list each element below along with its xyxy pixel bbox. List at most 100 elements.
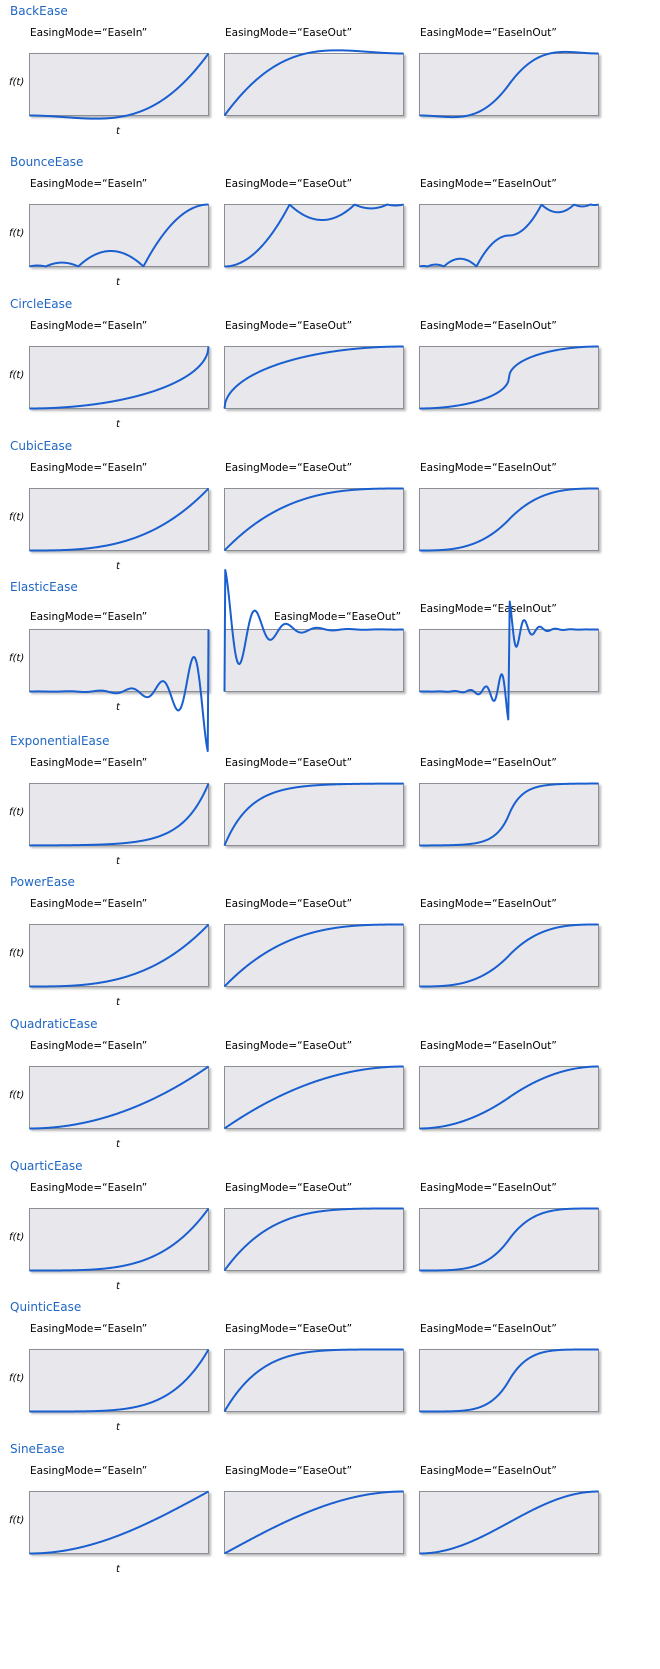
easing-plot-panel	[223, 1065, 404, 1130]
easing-plot-panel	[223, 345, 404, 409]
easing-plot-panel	[29, 52, 210, 120]
easing-plot-panel	[419, 1490, 599, 1555]
easing-curve-line	[223, 1207, 404, 1272]
easing-plot-panel	[419, 203, 599, 268]
easing-section-elasticease: ElasticEase f(t) t EasingMode=“EaseIn” Easin…	[0, 568, 660, 753]
easing-curve-line	[419, 50, 599, 119]
easing-mode-label: EasingMode=“EaseIn”	[30, 462, 148, 474]
section-title: QuinticEase	[10, 1300, 82, 1314]
plot-svg	[419, 782, 599, 847]
easing-curve-line	[419, 487, 599, 552]
easing-curve-line	[29, 923, 210, 988]
easing-mode-label: EasingMode=“EaseIn”	[30, 611, 148, 623]
easing-curve-line	[223, 487, 404, 552]
plot-background	[224, 204, 404, 267]
plot-background	[224, 1349, 404, 1412]
easing-mode-label: EasingMode=“EaseOut”	[274, 611, 402, 623]
plot-svg	[419, 923, 599, 988]
easing-plot-panel	[419, 345, 599, 410]
easing-curve-line	[29, 629, 210, 753]
easing-curve-line	[223, 782, 404, 846]
easing-curve-line	[29, 1207, 210, 1272]
plot-svg	[419, 1065, 599, 1130]
y-axis-label: f(t)	[9, 1090, 25, 1101]
plot-svg	[29, 1490, 209, 1555]
y-axis-label: f(t)	[9, 77, 25, 88]
plot-background	[29, 783, 209, 846]
plot-svg	[223, 49, 404, 117]
plot-background	[224, 1066, 404, 1129]
easing-curve-line	[29, 52, 210, 120]
easing-mode-label: EasingMode=“EaseOut”	[225, 1323, 353, 1335]
plot-svg	[224, 1490, 404, 1555]
easing-section-quadraticease: QuadraticEase f(t) t EasingMode=“EaseIn” Eas…	[0, 1017, 660, 1157]
x-axis-label: t	[116, 126, 120, 137]
section-title: SineEase	[10, 1442, 65, 1456]
easing-mode-label: EasingMode=“EaseInOut”	[420, 898, 557, 910]
easing-mode-label: EasingMode=“EaseInOut”	[420, 178, 557, 190]
plot-background	[29, 53, 209, 116]
easing-mode-label: EasingMode=“EaseInOut”	[420, 1323, 557, 1335]
easing-mode-label: EasingMode=“EaseOut”	[225, 27, 353, 39]
x-axis-label: t	[116, 1564, 120, 1575]
easing-plot-panel	[224, 1490, 404, 1555]
easing-mode-label: EasingMode=“EaseOut”	[225, 462, 353, 474]
easing-plot-panel	[223, 782, 404, 846]
plot-svg	[224, 203, 404, 268]
easing-plot-panel	[419, 600, 599, 721]
plot-svg	[223, 487, 404, 552]
easing-mode-label: EasingMode=“EaseInOut”	[420, 757, 557, 769]
easing-mode-label: EasingMode=“EaseIn”	[30, 178, 148, 190]
plot-svg	[419, 1490, 599, 1555]
easing-section-exponentialease: ExponentialEase f(t) t EasingMode=“EaseIn” E…	[0, 734, 660, 874]
plot-background	[29, 1491, 209, 1554]
y-axis-label: f(t)	[9, 1515, 25, 1526]
plot-svg	[419, 50, 599, 119]
easing-mode-label: EasingMode=“EaseIn”	[30, 898, 148, 910]
easing-mode-label: EasingMode=“EaseIn”	[30, 1323, 148, 1335]
easing-plot-panel	[29, 1065, 210, 1130]
plot-svg	[29, 1065, 210, 1130]
plot-svg	[419, 345, 599, 410]
easing-section-backease: BackEase f(t) t EasingMode=“EaseIn” EasingMo…	[0, 4, 660, 144]
plot-svg	[419, 203, 599, 268]
plot-svg	[419, 1207, 599, 1272]
easing-curve-line	[419, 1490, 599, 1555]
plot-background	[224, 346, 404, 409]
easing-curve-line	[29, 1490, 209, 1555]
easing-mode-label: EasingMode=“EaseInOut”	[420, 462, 557, 474]
plot-background	[29, 1066, 209, 1129]
plot-svg	[29, 783, 210, 847]
easing-curve-line	[223, 1065, 404, 1130]
plot-background	[224, 488, 404, 551]
plot-background	[29, 1208, 209, 1271]
easing-curve-line	[224, 203, 404, 268]
easing-mode-label: EasingMode=“EaseIn”	[30, 757, 148, 769]
y-axis-label: f(t)	[9, 1373, 25, 1384]
plot-svg	[223, 1348, 404, 1413]
easing-curve-line	[29, 346, 210, 410]
section-title: BackEase	[10, 4, 68, 18]
x-axis-label: t	[116, 997, 120, 1008]
easing-mode-label: EasingMode=“EaseOut”	[225, 757, 353, 769]
x-axis-label: t	[116, 1139, 120, 1150]
easing-plot-panel	[29, 1490, 209, 1555]
section-title: ElasticEase	[10, 580, 78, 594]
easing-mode-label: EasingMode=“EaseOut”	[225, 320, 353, 332]
plot-svg	[29, 1207, 210, 1272]
easing-plot-panel	[223, 487, 404, 552]
section-title: QuarticEase	[10, 1159, 83, 1173]
easing-mode-label: EasingMode=“EaseIn”	[30, 1465, 148, 1477]
easing-plot-panel	[223, 1207, 404, 1272]
plot-background	[29, 346, 209, 409]
easing-section-sineease: SineEase f(t) t EasingMode=“EaseIn” EasingMo…	[0, 1442, 660, 1582]
easing-section-powerease: PowerEase f(t) t EasingMode=“EaseIn” EasingM…	[0, 875, 660, 1015]
section-title: BounceEase	[10, 155, 84, 169]
easing-section-circleease: CircleEase f(t) t EasingMode=“EaseIn” Easing…	[0, 297, 660, 437]
easing-plot-panel	[29, 923, 210, 988]
easing-plot-panel	[29, 629, 210, 753]
plot-svg	[29, 487, 210, 552]
x-axis-label: t	[116, 277, 120, 288]
easing-curve-line	[419, 1348, 599, 1413]
easing-curve-line	[419, 923, 599, 988]
